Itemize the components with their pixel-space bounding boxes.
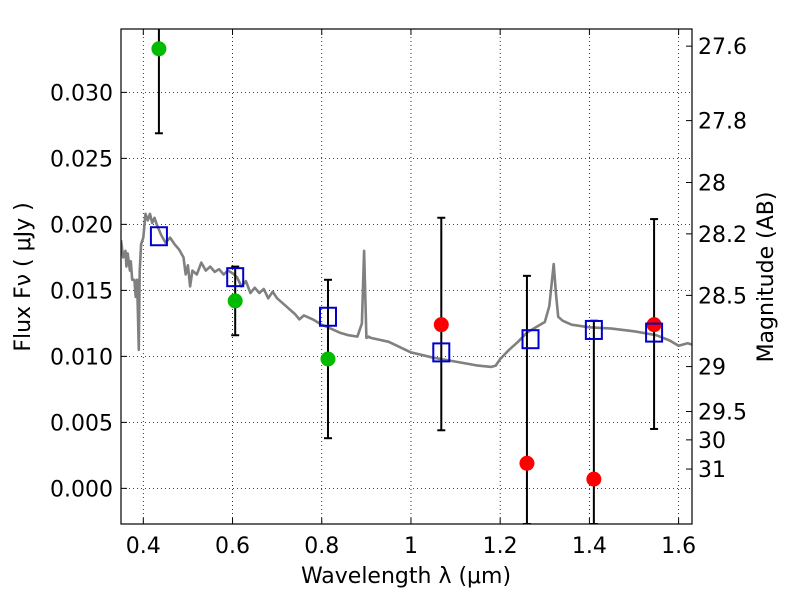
plot-frame bbox=[120, 28, 693, 525]
y2-tick-label: 27.6 bbox=[698, 35, 747, 60]
x-axis-label: Wavelength λ (μm) bbox=[301, 564, 511, 589]
y-tick-label: 0.005 bbox=[50, 411, 113, 436]
x-tick-label: 0.8 bbox=[304, 534, 339, 559]
x-tick-label: 1.2 bbox=[483, 534, 518, 559]
x-tick-label: 0.6 bbox=[215, 534, 250, 559]
y-tick-label: 0.025 bbox=[50, 147, 113, 172]
model-photometry-square bbox=[318, 306, 337, 327]
y2-tick-label: 29.5 bbox=[698, 401, 747, 426]
plot-area bbox=[121, 29, 692, 524]
y2-tick-label: 30 bbox=[698, 429, 726, 454]
y-tick-label: 0.020 bbox=[50, 213, 113, 238]
y2-tick-label: 28.2 bbox=[698, 223, 747, 248]
y-tick-label: 0.030 bbox=[50, 81, 113, 106]
data-point bbox=[519, 455, 535, 471]
x-tick-label: 1 bbox=[404, 534, 418, 559]
model-photometry-square bbox=[432, 342, 451, 363]
model-photometry-square bbox=[226, 267, 245, 288]
data-point bbox=[227, 293, 243, 309]
plot-clip-group bbox=[121, 29, 692, 524]
grid bbox=[121, 29, 692, 524]
model-spectrum-line bbox=[121, 212, 692, 369]
y2-tick-label: 28.5 bbox=[698, 284, 747, 309]
y-tick-label: 0.010 bbox=[50, 345, 113, 370]
y2-tick-label: 28 bbox=[698, 172, 726, 197]
y-axis-label: Flux Fν ( μJy ) bbox=[11, 202, 36, 351]
y-tick-label: 0.000 bbox=[50, 477, 113, 502]
data-point bbox=[586, 471, 602, 487]
data-point bbox=[320, 351, 336, 367]
model-photometry-square bbox=[521, 329, 540, 350]
y2-tick-label: 31 bbox=[698, 458, 726, 483]
y-tick-label: 0.015 bbox=[50, 279, 113, 304]
data-point bbox=[646, 317, 662, 333]
model-photometry-square bbox=[149, 226, 168, 247]
data-point bbox=[151, 41, 167, 57]
y2-tick-label: 27.8 bbox=[698, 110, 747, 135]
model-photometry-square bbox=[584, 319, 603, 340]
y2-tick-label: 29 bbox=[698, 356, 726, 381]
data-point bbox=[433, 317, 449, 333]
model-photometry-square bbox=[645, 322, 664, 343]
x-tick-label: 0.4 bbox=[126, 534, 161, 559]
axes: 0.4 0.6 0.8 1 1.2 1.4 1.6 0.000 0.005 0.010 0.015 0… bbox=[50, 29, 747, 559]
y2-axis-label: Magnitude (AB) bbox=[754, 192, 779, 363]
x-tick-label: 1.6 bbox=[661, 534, 696, 559]
x-tick-label: 1.4 bbox=[572, 534, 607, 559]
